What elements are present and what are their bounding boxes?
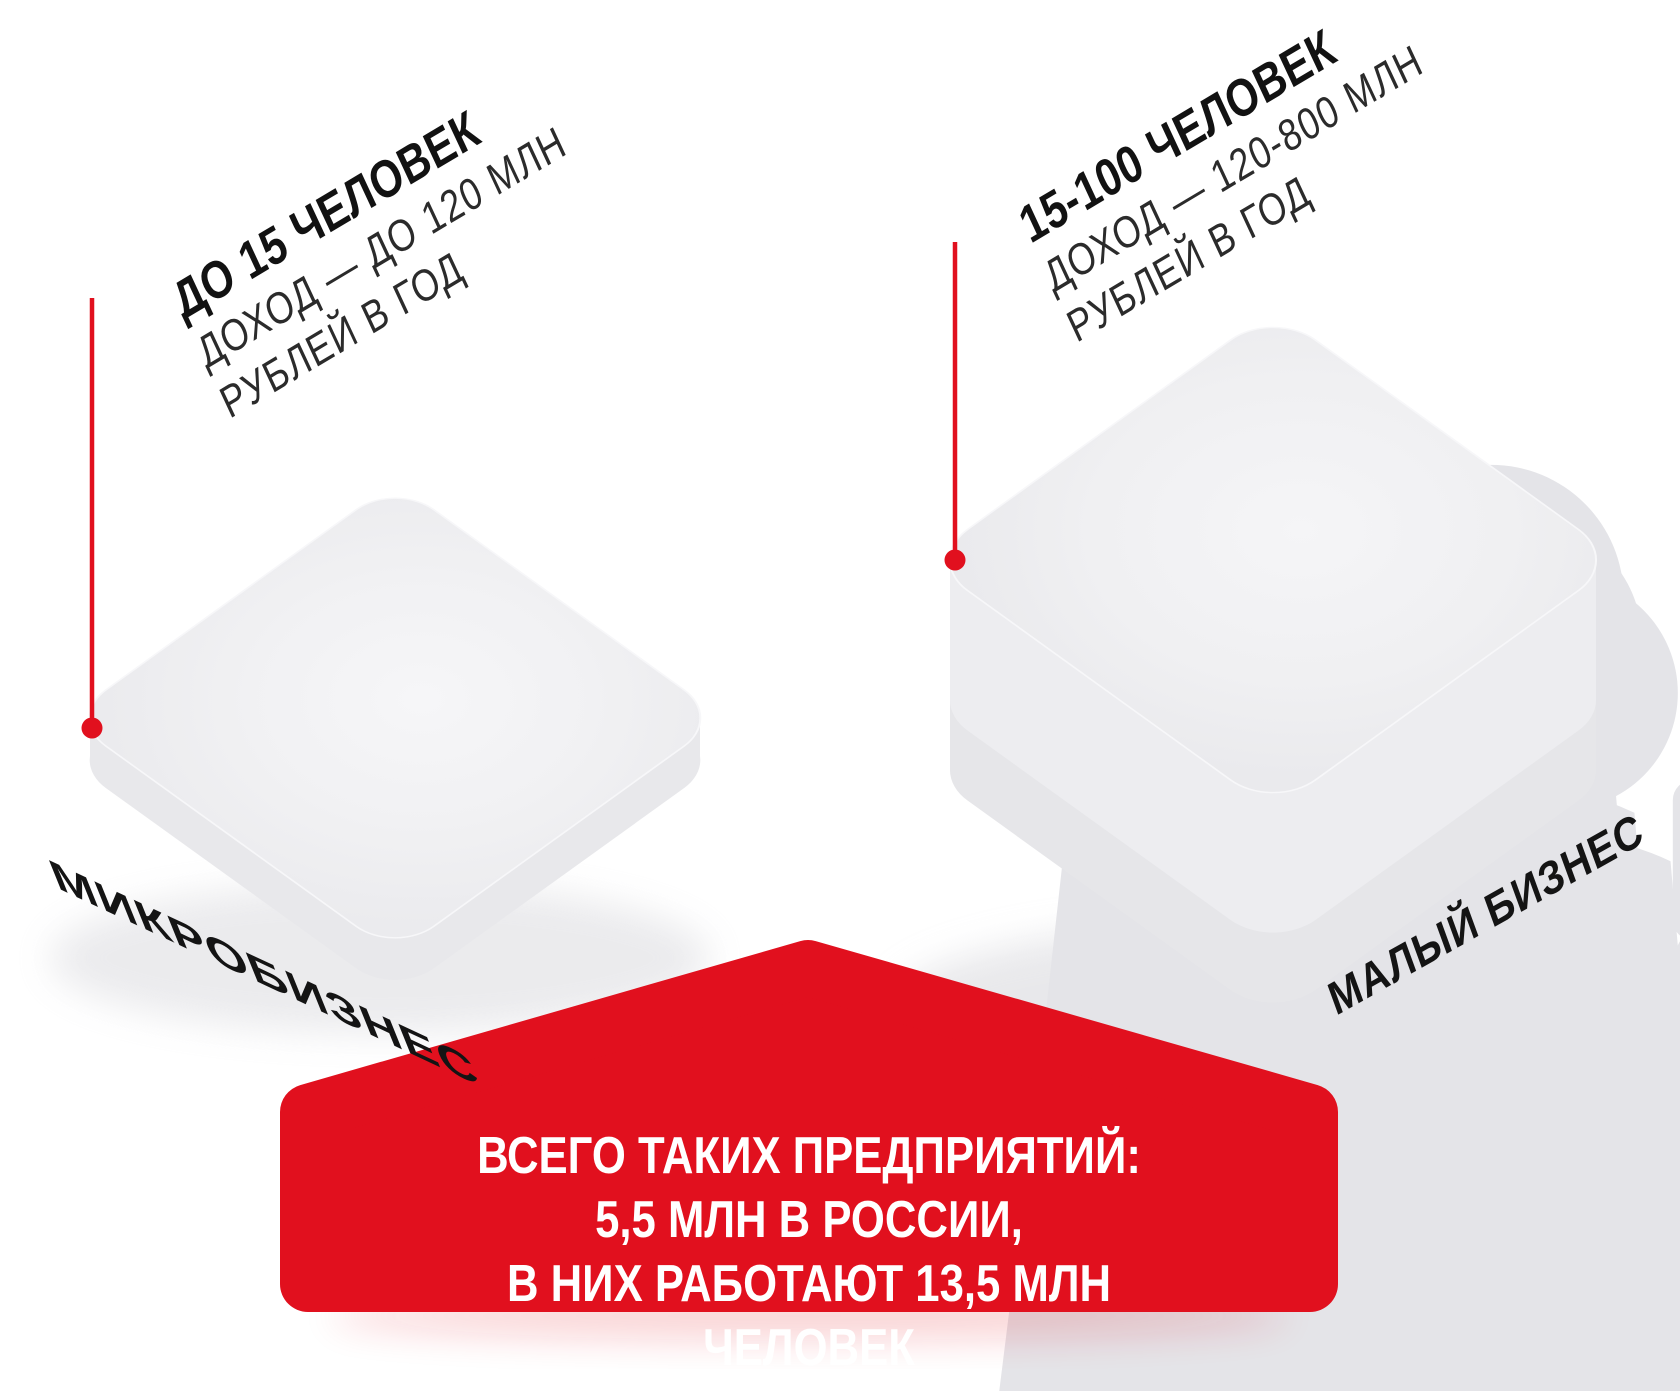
microbusiness-platform: [88, 497, 702, 980]
banner-text: ВСЕГО ТАКИХ ПРЕДПРИЯТИЙ: 5,5 МЛН В РОССИ…: [406, 1124, 1212, 1380]
banner-shape: [280, 940, 1338, 1312]
small-callout-dot: [944, 549, 966, 571]
banner-line1: ВСЕГО ТАКИХ ПРЕДПРИЯТИЙ:: [477, 1127, 1141, 1185]
banner-line3: В НИХ РАБОТАЮТ 13,5 МЛН ЧЕЛОВЕК: [506, 1255, 1112, 1377]
micro-callout-dot: [81, 717, 103, 739]
smallbusiness-platform: [948, 326, 1598, 1003]
banner-line2: 5,5 МЛН В РОССИИ,: [595, 1191, 1023, 1249]
